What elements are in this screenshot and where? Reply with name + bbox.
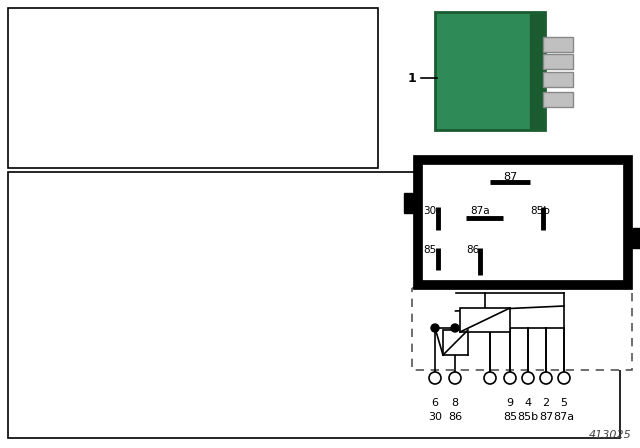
Bar	[543, 54, 573, 69]
Text: 30: 30	[423, 206, 436, 216]
Text: 87: 87	[503, 172, 517, 182]
Bar	[543, 72, 573, 87]
Text: 85b: 85b	[530, 206, 550, 216]
Circle shape	[484, 372, 496, 384]
Text: 87: 87	[539, 412, 553, 422]
Bar	[404, 193, 420, 213]
Text: 87a: 87a	[470, 206, 490, 216]
Text: 30: 30	[428, 412, 442, 422]
Circle shape	[449, 372, 461, 384]
Text: 85: 85	[423, 245, 436, 255]
Circle shape	[431, 324, 439, 332]
Circle shape	[540, 372, 552, 384]
Text: 2: 2	[543, 398, 550, 408]
Bar	[460, 308, 510, 332]
Text: 86: 86	[448, 412, 462, 422]
Text: 4: 4	[524, 398, 532, 408]
Bar	[435, 12, 545, 130]
Bar	[626, 228, 640, 248]
Bar	[8, 172, 620, 438]
Circle shape	[451, 324, 459, 332]
Text: 5: 5	[561, 398, 568, 408]
Bar	[530, 14, 543, 128]
Bar	[412, 288, 632, 370]
Text: 86: 86	[466, 245, 479, 255]
Text: 1: 1	[407, 72, 416, 85]
Text: 85: 85	[503, 412, 517, 422]
Text: 87a: 87a	[554, 412, 575, 422]
Circle shape	[429, 372, 441, 384]
Text: 413025: 413025	[589, 430, 632, 440]
Text: 9: 9	[506, 398, 513, 408]
Circle shape	[504, 372, 516, 384]
Bar	[418, 160, 628, 285]
Bar	[443, 330, 468, 355]
Text: 8: 8	[451, 398, 459, 408]
Text: 6: 6	[431, 398, 438, 408]
Circle shape	[522, 372, 534, 384]
Bar	[8, 8, 378, 168]
Text: 85b: 85b	[517, 412, 539, 422]
Circle shape	[558, 372, 570, 384]
Bar	[543, 92, 573, 107]
Bar	[543, 37, 573, 52]
